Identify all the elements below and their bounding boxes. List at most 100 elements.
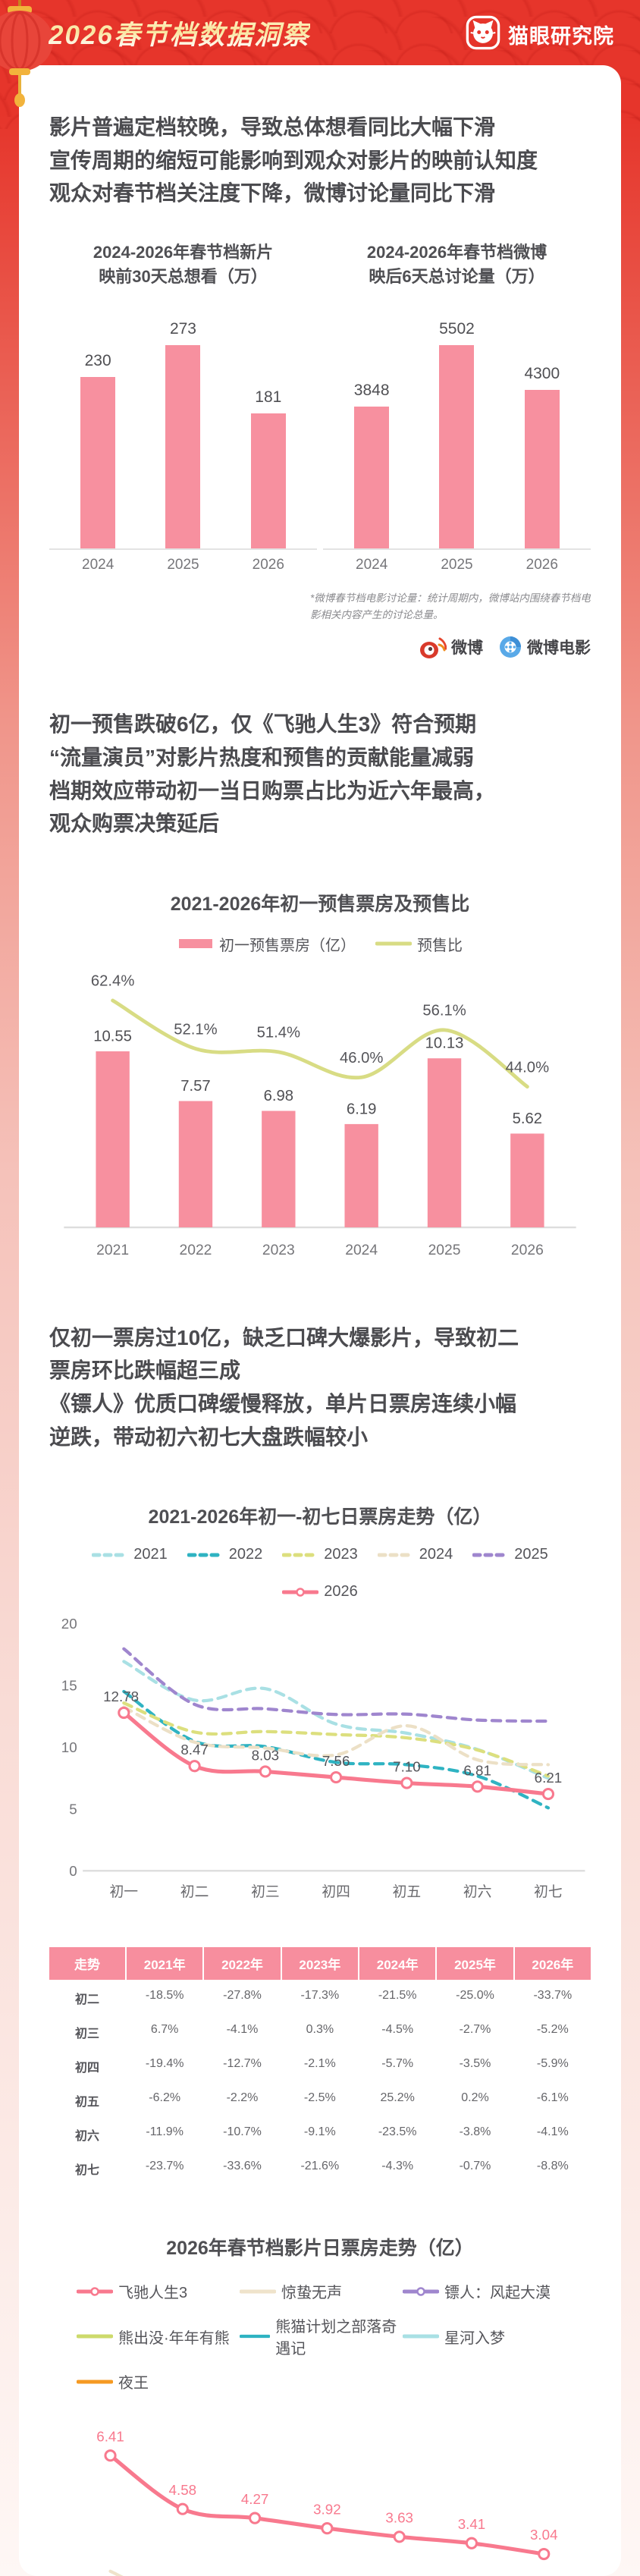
- table-cell: -18.5%: [145, 1989, 184, 2003]
- bar: [165, 345, 201, 549]
- table-header-cell: 2024年: [359, 1947, 436, 1981]
- weibo-logo-text: 微博: [451, 639, 483, 658]
- legend-item: 2024: [377, 1546, 453, 1563]
- table-row-header: 初三: [74, 2028, 99, 2041]
- data-point: [471, 1780, 484, 1793]
- legend-item: 飞驰人生3: [77, 2280, 240, 2302]
- point-label: 4.58: [169, 2482, 197, 2498]
- table-header-cell: 2023年: [281, 1947, 358, 1981]
- brand-name: 猫眼研究院: [508, 25, 614, 48]
- point-label: 12.78: [103, 1689, 139, 1704]
- legend-item: 惊蛰无声: [240, 2280, 403, 2302]
- insight-headline-3: 仅初一票房过10亿，缺乏口碑大爆影片，导致初二 票房环比跌幅超三成 《镖人》优质…: [49, 1321, 591, 1454]
- legend: 初一预售票房（亿） 预售比: [49, 933, 591, 955]
- legend-line-swatch: [77, 2380, 113, 2384]
- table-cell: 6.7%: [150, 2023, 179, 2037]
- x-axis-label: 2026: [252, 557, 284, 573]
- daily-trend-section: 2021-2026年初一-初七日票房走势（亿） 2021 2022 2023 2024…: [49, 1502, 591, 2185]
- bar-value: 10.55: [93, 1028, 132, 1045]
- legend-item: 星河入梦: [403, 2314, 591, 2358]
- bar: [354, 407, 390, 549]
- series-line-2022: [122, 1690, 551, 1810]
- bar-value: 230: [84, 352, 111, 370]
- data-point: [176, 2502, 189, 2515]
- legend-line-swatch: [403, 2286, 439, 2296]
- series-line-2024: [122, 1705, 551, 1767]
- table-cell: -5.9%: [536, 2057, 569, 2071]
- table-cell: -12.7%: [223, 2057, 262, 2071]
- table-header-cell: 走势: [49, 1947, 125, 1981]
- lantern-icon: [0, 0, 62, 112]
- data-point: [188, 1760, 201, 1773]
- table-cell: -21.5%: [378, 1989, 417, 2003]
- bar-value: 3848: [353, 382, 390, 400]
- bar-column: 5502: [422, 320, 491, 549]
- chart-title: 2026年春节档影片日票房走势（亿）: [166, 2238, 474, 2260]
- legend-label: 星河入梦: [444, 2329, 505, 2347]
- data-point: [330, 1771, 343, 1784]
- legend-item: 预售比: [375, 933, 463, 955]
- bar: [96, 1051, 130, 1227]
- table-cell: -23.7%: [145, 2160, 184, 2173]
- brand-logo: 猫眼研究院: [466, 15, 614, 54]
- legend-label: 惊蛰无声: [281, 2285, 342, 2302]
- table-cell: -23.5%: [378, 2125, 417, 2139]
- legend-label: 2022: [228, 1546, 263, 1563]
- bar-value: 10.13: [425, 1035, 464, 1052]
- table-cell: -5.2%: [536, 2023, 569, 2037]
- x-axis-label: 初二: [180, 1884, 209, 1900]
- data-point: [118, 1707, 130, 1720]
- chart-title: 2024-2026年春节档新片 映前30天总想看（万）: [93, 243, 274, 286]
- point-label: 8.47: [180, 1742, 209, 1758]
- y-axis-tick: 0: [69, 1863, 77, 1879]
- legend-label: 镖人：风起大漠: [444, 2285, 551, 2302]
- x-axis-label: 2026: [511, 1242, 544, 1258]
- point-label: 3.63: [385, 2510, 413, 2526]
- headline-line: 逆跌，带动初六初七大盘跌幅较小: [49, 1425, 369, 1449]
- bar-column: 3848: [337, 382, 406, 549]
- table-row-header: 初六: [74, 2130, 99, 2144]
- y-axis-tick: 5: [69, 1802, 77, 1817]
- table-cell: -4.3%: [381, 2160, 414, 2173]
- table-cell: -2.1%: [303, 2057, 336, 2071]
- point-label: 6.81: [463, 1763, 491, 1779]
- headline-line: 《镖人》优质口碑缓慢释放，单片日票房连续小幅: [49, 1392, 517, 1416]
- film-trend-section: 2026年春节档影片日票房走势（亿） 飞驰人生3 惊蛰无声 镖人：风起大漠 熊出没·年…: [49, 2233, 591, 2576]
- bar-column: 181: [234, 388, 303, 549]
- table-cell: -6.1%: [536, 2091, 569, 2105]
- weibo-movie-logo-text: 微博电影: [527, 639, 591, 658]
- x-axis-label: 2025: [167, 557, 199, 573]
- headline-line: 档期效应带动初一当日购票占比为近六年最高，: [49, 778, 496, 803]
- bar-column: 4300: [508, 365, 576, 549]
- data-point: [541, 1788, 555, 1801]
- x-axis-label: 2025: [441, 557, 473, 573]
- point-label: 3.04: [530, 2527, 558, 2543]
- x-axis-labels: 2024 2025 2026: [323, 557, 591, 573]
- legend-item: 熊猫计划之部落奇遇记: [240, 2314, 403, 2358]
- table-cell: -2.2%: [226, 2091, 259, 2105]
- weibo-discussion-chart: 2024-2026年春节档微博 映后6天总讨论量（万） 3848 5502 4300…: [323, 240, 591, 573]
- legend-line-swatch: [282, 1553, 319, 1557]
- bar-value: 7.57: [180, 1078, 210, 1095]
- bar: [80, 377, 116, 549]
- legend-line-swatch: [187, 1553, 224, 1557]
- table-row-header: 初五: [74, 2096, 99, 2109]
- insight-headline-2: 初一预售跌破6亿，仅《飞驰人生3》符合预期 “流量演员”对影片热度和预售的贡献能…: [49, 708, 591, 840]
- table-cell: -19.4%: [145, 2057, 184, 2071]
- point-label: 3.41: [458, 2516, 486, 2532]
- x-axis-label: 2024: [345, 1242, 378, 1258]
- table-row-header: 初七: [74, 2164, 99, 2178]
- x-axis-label: 初一: [110, 1884, 139, 1900]
- weibo-movie-logo: 微博电影: [498, 635, 591, 659]
- partner-logos: 微博 微博电影: [49, 635, 591, 659]
- legend-line-swatch: [77, 2334, 113, 2339]
- x-axis-label: 2024: [356, 557, 388, 573]
- table-header-cell: 2025年: [437, 1947, 513, 1981]
- daily-trend-chart: 0 5 10 15 20 初一 初二 初三 初四 初五 初六 初七 12.78 8.47 8.03 7.56 7…: [61, 1616, 585, 1900]
- table-cell: -3.8%: [459, 2125, 491, 2139]
- legend-label: 飞驰人生3: [118, 2285, 188, 2302]
- headline-line: 观众购票决策延后: [49, 812, 220, 836]
- legend-item: 初一预售票房（亿）: [177, 933, 356, 955]
- legend-label: 熊猫计划之部落奇遇记: [275, 2319, 397, 2358]
